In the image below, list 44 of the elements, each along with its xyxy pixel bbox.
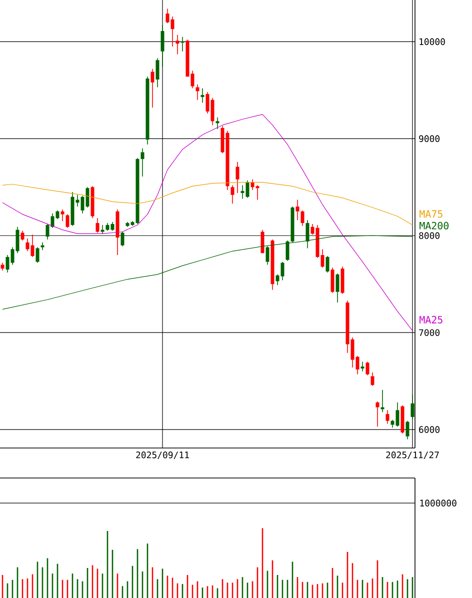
candlestick [20,230,24,241]
candlestick [200,88,204,104]
candlestick [100,224,104,234]
candlestick [376,401,380,428]
candlestick [36,246,40,264]
y-tick-label: 9000 [419,135,440,142]
candlestick [386,410,390,424]
text: 1000000 [420,500,456,506]
candlestick [150,68,154,108]
candlestick [176,34,180,55]
candlestick [120,231,124,247]
y-tick-label: 6000 [419,426,440,433]
candlestick [140,148,144,177]
candlestick [286,240,290,262]
candlestick [366,361,370,376]
candlestick [196,84,200,100]
candlestick [370,372,374,386]
candlestick [326,256,330,273]
candlestick [230,184,234,204]
y-tick-label: 7000 [419,329,440,336]
candlestick [156,58,160,88]
candlestick [300,210,304,226]
candlestick [260,229,264,254]
series-label: MA75 [420,210,442,218]
candlestick [216,116,220,130]
candlestick [296,199,300,221]
candlestick [336,273,340,303]
y-tick-label: 10000 [420,38,445,46]
y-tick-label: 8000 [419,232,440,240]
candlestick [180,36,184,52]
candlestick [410,394,414,420]
candlestick [266,246,270,266]
candlestick [360,361,364,372]
candlestick [160,24,164,68]
line-series [2,182,413,226]
candlestick [236,162,240,194]
series-label: MA25 [420,316,442,324]
series-label: MA200 [420,222,449,230]
x-tick-label: 2025/11/27 [386,452,439,459]
candlestick [60,209,64,222]
x-tick-label: 2025/09/11 [136,452,189,459]
candlestick [96,218,100,234]
candlestick [406,420,410,440]
candlestick [330,267,334,294]
